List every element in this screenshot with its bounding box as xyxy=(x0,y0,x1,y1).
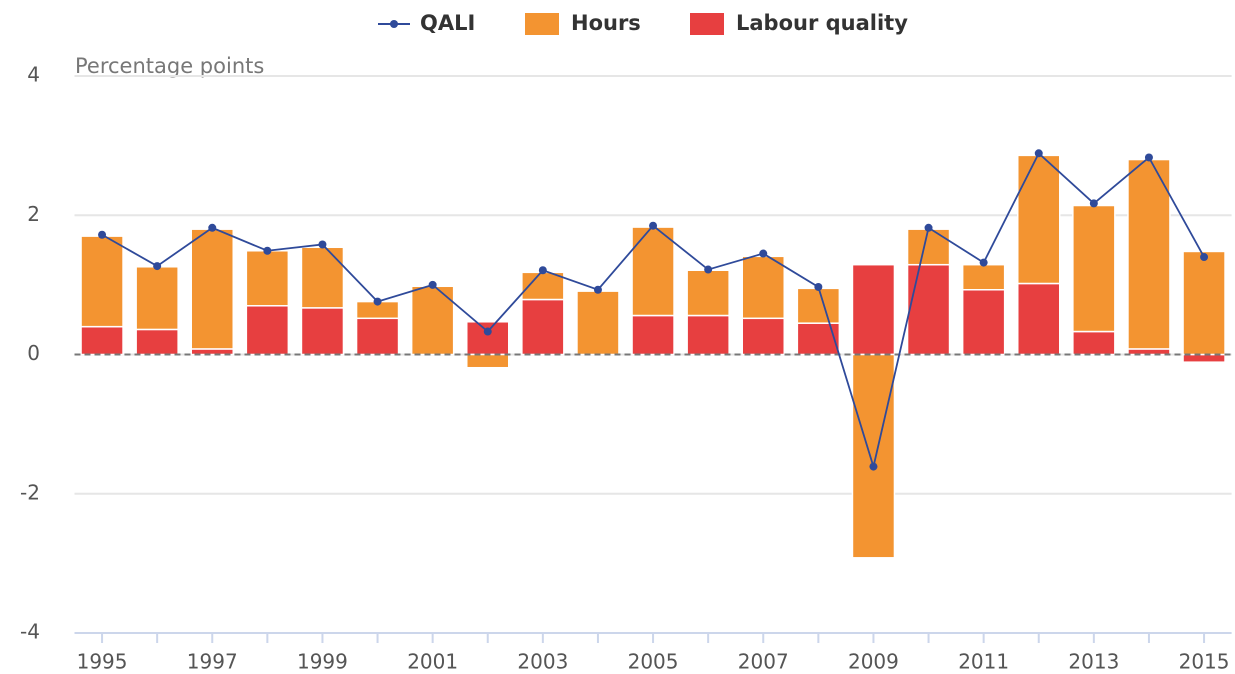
bar xyxy=(1072,330,1116,356)
bar xyxy=(851,353,896,559)
bar xyxy=(906,228,951,266)
point xyxy=(1089,199,1098,208)
bar xyxy=(300,307,345,356)
bar xyxy=(631,314,675,356)
bar xyxy=(80,325,124,356)
bar xyxy=(796,287,841,324)
x-tick-label: 2011 xyxy=(958,650,1009,674)
point xyxy=(153,262,162,271)
bar xyxy=(355,317,400,356)
bar xyxy=(686,269,730,317)
point xyxy=(318,240,327,249)
point xyxy=(649,221,658,230)
bar xyxy=(245,250,290,307)
point xyxy=(869,462,878,471)
y-tick-label: -2 xyxy=(20,480,40,504)
x-tick-label: 2005 xyxy=(628,650,679,674)
bar xyxy=(961,263,1006,291)
point xyxy=(924,223,933,232)
legend-label: Hours xyxy=(571,11,641,35)
point xyxy=(1034,149,1043,158)
bar xyxy=(1072,204,1116,333)
legend-label: Labour quality xyxy=(736,11,908,35)
bar xyxy=(80,235,124,328)
bar xyxy=(851,263,896,356)
x-tick-label: 2009 xyxy=(848,650,899,674)
point xyxy=(98,230,107,239)
legend-symbol xyxy=(690,13,724,35)
bar xyxy=(1017,154,1061,285)
point xyxy=(208,223,217,232)
point xyxy=(704,265,713,274)
x-tick-label: 1997 xyxy=(187,650,238,674)
point xyxy=(373,297,382,306)
y-tick-label: 2 xyxy=(27,202,40,226)
point xyxy=(814,282,823,291)
bar xyxy=(135,328,179,356)
x-tick-label: 2015 xyxy=(1179,650,1230,674)
point xyxy=(538,266,547,275)
x-tick-label: 1995 xyxy=(77,650,128,674)
bar xyxy=(1182,353,1226,363)
x-tick-label: 2003 xyxy=(517,650,568,674)
bar xyxy=(466,353,510,369)
bar xyxy=(1127,158,1171,350)
point xyxy=(483,327,492,336)
x-tick-label: 2007 xyxy=(738,650,789,674)
y-tick-label: 0 xyxy=(27,341,40,365)
bar xyxy=(521,298,565,356)
legend-symbol xyxy=(525,13,559,35)
bar xyxy=(906,263,951,356)
point xyxy=(759,249,768,258)
bar xyxy=(631,226,675,317)
point xyxy=(593,285,602,294)
bar xyxy=(245,305,290,356)
legend-symbol xyxy=(390,20,398,28)
y-tick-label: 4 xyxy=(27,63,40,87)
point xyxy=(263,246,272,255)
point xyxy=(428,280,437,289)
bar xyxy=(466,321,510,356)
bar xyxy=(190,228,234,350)
bar xyxy=(1017,282,1061,356)
bar xyxy=(741,317,785,356)
y-axis-label: Percentage points xyxy=(75,54,264,78)
bar xyxy=(686,314,730,356)
point xyxy=(1200,253,1209,262)
x-tick-label: 2013 xyxy=(1068,650,1119,674)
x-tick-label: 2001 xyxy=(407,650,458,674)
bar xyxy=(961,288,1006,356)
bar xyxy=(300,246,345,309)
bar xyxy=(741,255,785,320)
point xyxy=(979,258,988,267)
bar xyxy=(135,266,179,331)
bar xyxy=(796,322,841,356)
legend-label: QALI xyxy=(420,11,475,35)
bar xyxy=(1182,250,1226,356)
y-tick-label: -4 xyxy=(20,620,40,644)
point xyxy=(1144,153,1153,162)
x-tick-label: 1999 xyxy=(297,650,348,674)
bar xyxy=(576,290,620,356)
